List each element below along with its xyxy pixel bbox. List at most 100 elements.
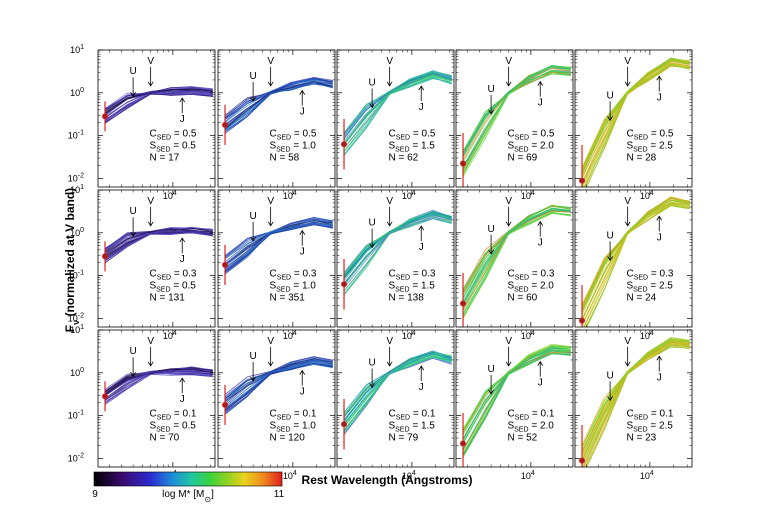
s-sed-label: SSED = 2.0 <box>507 280 554 293</box>
median-point <box>222 401 229 408</box>
band-label-u: U <box>368 357 375 368</box>
band-arrowhead <box>267 361 274 367</box>
band-arrowhead <box>505 361 512 367</box>
sed-line <box>581 341 690 461</box>
sed-line <box>462 209 571 302</box>
x-tick-label: 104 <box>640 330 654 341</box>
sed-line <box>581 203 690 327</box>
sed-line <box>582 343 690 467</box>
sed-line <box>581 341 690 465</box>
sed-line <box>343 216 452 289</box>
c-sed-label: CSED = 0.1 <box>388 408 435 421</box>
median-point <box>460 440 467 447</box>
band-label-j: J <box>300 247 305 258</box>
sed-line <box>224 362 333 415</box>
n-count-label: N = 23 <box>626 432 656 443</box>
median-point <box>102 113 109 120</box>
n-count-label: N = 60 <box>507 292 537 303</box>
median-point <box>102 253 109 260</box>
y-tick-label: 100 <box>70 87 84 98</box>
band-label-u: U <box>487 224 494 235</box>
sed-curves <box>341 70 452 170</box>
x-tick-label: 104 <box>402 330 416 341</box>
band-arrowhead <box>488 249 494 255</box>
band-arrowhead <box>488 389 494 395</box>
x-tick-label: 104 <box>163 330 177 341</box>
median-point <box>460 160 467 167</box>
c-sed-label: CSED = 0.3 <box>507 268 554 281</box>
panel-frame <box>97 329 216 468</box>
sed-curves <box>579 57 690 187</box>
band-arrowhead <box>250 96 256 102</box>
band-arrowhead <box>537 220 544 226</box>
band-arrowhead <box>537 360 544 366</box>
band-label-j: J <box>538 98 543 109</box>
band-arrowhead <box>624 81 631 87</box>
band-arrowhead <box>147 361 154 367</box>
band-label-v: V <box>624 196 631 207</box>
sed-line <box>582 343 690 467</box>
sed-line <box>343 213 452 279</box>
band-arrowhead <box>179 97 186 103</box>
band-arrowhead <box>624 221 631 227</box>
sed-line <box>104 368 213 396</box>
sed-line <box>224 358 333 400</box>
band-arrowhead <box>656 75 663 81</box>
sed-line <box>343 212 452 279</box>
sed-curves <box>102 226 213 272</box>
sed-line <box>104 368 213 396</box>
panel-frame <box>336 329 455 468</box>
band-label-j: J <box>300 387 305 398</box>
y-tick-label: 10-1 <box>68 410 84 421</box>
median-point <box>579 317 586 324</box>
y-axis-label: Fν (normalized at V band) <box>63 188 81 332</box>
band-label-u: U <box>249 351 256 362</box>
x-tick-label: 104 <box>163 190 177 201</box>
sed-line <box>462 70 571 169</box>
band-arrowhead <box>537 80 544 86</box>
band-label-u: U <box>129 346 136 357</box>
sed-line <box>104 371 213 401</box>
c-sed-label: CSED = 0.5 <box>269 128 316 141</box>
n-count-label: N = 28 <box>626 152 656 163</box>
sed-line <box>462 352 571 454</box>
band-label-j: J <box>657 372 662 383</box>
band-label-v: V <box>147 336 154 347</box>
s-sed-label: SSED = 2.0 <box>507 140 554 153</box>
sed-line <box>343 74 452 145</box>
sed-line <box>581 62 690 184</box>
band-label-j: J <box>180 394 185 405</box>
x-tick-label: 104 <box>640 190 654 201</box>
n-count-label: N = 70 <box>149 432 179 443</box>
band-arrowhead <box>656 355 663 361</box>
n-count-label: N = 131 <box>149 292 185 303</box>
sed-line <box>343 356 452 431</box>
sed-line <box>104 91 213 123</box>
sed-line <box>224 356 333 395</box>
band-label-v: V <box>267 196 274 207</box>
panel-frame <box>336 189 455 328</box>
median-point <box>341 141 348 148</box>
median-point <box>341 421 348 428</box>
median-point <box>102 393 109 400</box>
sed-curves <box>222 76 333 146</box>
sed-line <box>104 374 213 405</box>
x-tick-label: 104 <box>402 190 416 201</box>
sed-line <box>104 228 213 253</box>
band-arrowhead <box>624 361 631 367</box>
band-arrowhead <box>299 229 306 235</box>
band-arrowhead <box>250 236 256 242</box>
sed-line <box>224 81 333 128</box>
sed-line <box>581 58 690 173</box>
c-sed-label: CSED = 0.1 <box>269 408 316 421</box>
sed-line <box>224 219 333 260</box>
sed-line <box>224 223 333 275</box>
band-label-v: V <box>267 336 274 347</box>
sed-curves <box>341 209 452 310</box>
c-sed-label: CSED = 0.1 <box>149 408 196 421</box>
s-sed-label: SSED = 2.5 <box>626 140 673 153</box>
sed-line <box>343 353 452 425</box>
